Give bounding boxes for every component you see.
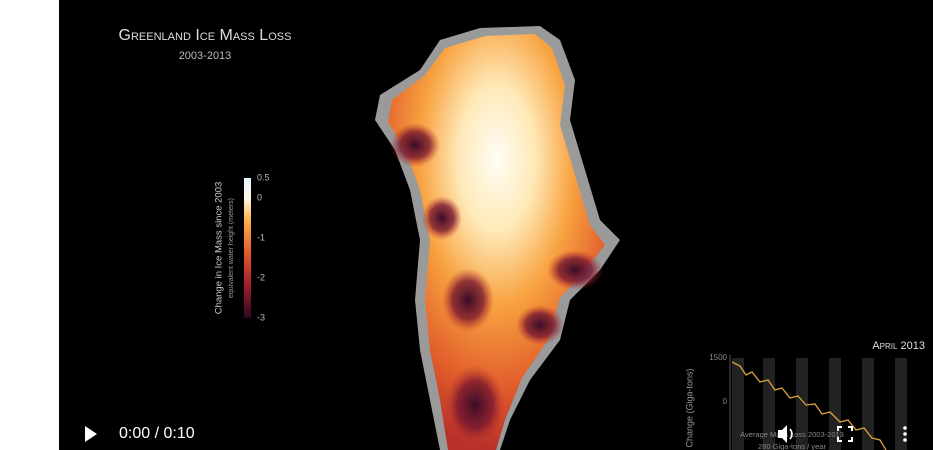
time-display: 0:00 / 0:10: [119, 425, 195, 442]
volume-wave[interactable]: [789, 428, 793, 440]
colorbar: [244, 178, 251, 318]
loss-area: [516, 305, 564, 345]
inset-line: [731, 361, 887, 450]
inset-date: April 2013: [872, 340, 925, 352]
inset-band: [862, 358, 874, 450]
colorbar-tick: 0.5: [257, 172, 270, 182]
fullscreen-button[interactable]: [837, 426, 853, 442]
video-subtitle: 2003-2013: [179, 50, 232, 62]
more-dot[interactable]: [903, 426, 907, 430]
fullscreen-icon[interactable]: [837, 426, 853, 442]
colorbar-tick: -1: [257, 232, 265, 242]
inset-rate: 280 Giga-tons / year: [758, 442, 826, 450]
colorbar-sublabel: equivalent water height (meters): [228, 198, 235, 298]
inset-axis-label: Mass Change (Giga-tons): [684, 368, 694, 450]
play-button[interactable]: [85, 426, 97, 442]
inset-tick: 0: [723, 397, 728, 406]
colorbar-label: Change in Ice Mass since 2003: [214, 182, 225, 315]
more-button[interactable]: [903, 426, 907, 442]
colorbar-tick: -3: [257, 312, 265, 322]
ice-sheet: [388, 34, 605, 450]
inset-band: [796, 358, 808, 450]
more-dot[interactable]: [903, 438, 907, 442]
colorbar-tick: -2: [257, 272, 265, 282]
play-icon[interactable]: [85, 426, 97, 442]
volume-button[interactable]: [778, 425, 793, 443]
inset-tick: 1500: [709, 353, 727, 362]
loss-area: [547, 250, 603, 290]
loss-area: [445, 365, 505, 445]
loss-area: [390, 123, 440, 167]
inset-band: [732, 358, 744, 450]
loss-area: [442, 268, 494, 332]
colorbar-tick: 0: [257, 192, 262, 202]
volume-icon[interactable]: [778, 425, 787, 443]
more-dot[interactable]: [903, 432, 907, 436]
loss-area: [422, 196, 462, 240]
inset-band: [895, 358, 907, 450]
video-title: Greenland Ice Mass Loss: [119, 27, 292, 44]
